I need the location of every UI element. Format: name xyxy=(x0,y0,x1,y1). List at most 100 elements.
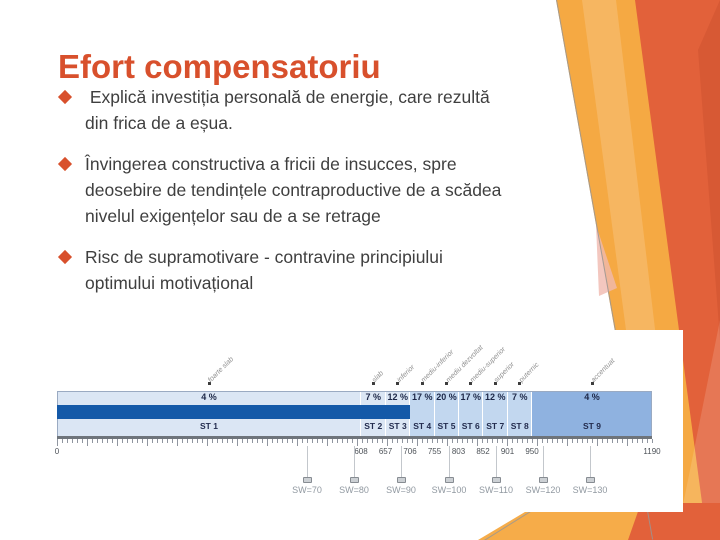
axis-tick xyxy=(127,439,128,443)
category-marker-dot xyxy=(207,382,211,385)
axis-tick xyxy=(457,439,458,443)
axis-tick xyxy=(437,439,438,443)
axis-tick xyxy=(487,439,488,443)
stanine-label: ST 5 xyxy=(437,421,456,431)
bullet-item-3: Risc de supramotivare - contravine princ… xyxy=(57,244,501,296)
category-label: accentuat xyxy=(590,357,617,384)
axis-tick xyxy=(87,439,88,446)
percent-label: 12 % xyxy=(484,392,506,402)
bullet-diamond-icon xyxy=(57,156,73,172)
sw-leader-line xyxy=(543,446,544,477)
axis-tick xyxy=(527,439,528,443)
axis-tick xyxy=(157,439,158,443)
axis-tick xyxy=(612,439,613,443)
axis-tick xyxy=(227,439,228,443)
axis-tick xyxy=(172,439,173,443)
stanine-label: ST 9 xyxy=(583,421,601,431)
axis-tick xyxy=(492,439,493,443)
axis-tick xyxy=(332,439,333,443)
axis-value: 657 xyxy=(378,447,393,456)
bullet-text-line: Explică investiția personală de energie,… xyxy=(85,87,490,107)
axis-tick xyxy=(557,439,558,443)
axis-tick xyxy=(192,439,193,443)
axis-tick xyxy=(452,439,453,443)
score-bar xyxy=(57,405,410,419)
percent-label: 17 % xyxy=(411,392,433,402)
category-marker-dot xyxy=(518,382,522,385)
stanine-label: ST 1 xyxy=(200,421,218,431)
axis-value: 1190 xyxy=(643,447,661,456)
axis-tick xyxy=(107,439,108,443)
bullet-item-1: Explică investiția personală de energie,… xyxy=(57,84,501,136)
bullet-text: Explică investiția personală de energie,… xyxy=(85,84,490,136)
axis-tick xyxy=(412,439,413,443)
axis-tick xyxy=(602,439,603,443)
axis-tick xyxy=(327,439,328,446)
axis-tick xyxy=(137,439,138,443)
stanine-cell-8 xyxy=(507,391,532,437)
axis-tick xyxy=(477,439,478,446)
axis-tick xyxy=(507,439,508,446)
sw-label: SW=120 xyxy=(525,485,561,495)
percent-label: 4 % xyxy=(584,392,600,402)
axis-tick xyxy=(202,439,203,443)
category-marker-dot xyxy=(420,382,424,385)
axis-tick xyxy=(262,439,263,443)
stanine-label: ST 2 xyxy=(364,421,383,431)
axis-tick xyxy=(282,439,283,443)
axis-tick xyxy=(92,439,93,443)
axis-tick xyxy=(342,439,343,443)
bullet-text-line: deosebire de tendințele contraproductive… xyxy=(85,180,502,200)
category-marker-dot xyxy=(493,382,497,385)
bullet-list: Explică investiția personală de energie,… xyxy=(57,84,502,311)
category-label: inferior xyxy=(395,363,416,384)
axis-tick xyxy=(267,439,268,446)
sw-marker xyxy=(444,477,454,483)
axis-tick xyxy=(292,439,293,443)
axis-tick xyxy=(617,439,618,443)
sw-label: SW=130 xyxy=(572,485,608,495)
axis-tick xyxy=(607,439,608,443)
axis-tick xyxy=(62,439,63,443)
sw-leader-line xyxy=(496,446,497,477)
axis-tick xyxy=(632,439,633,443)
axis-tick xyxy=(442,439,443,443)
axis-tick xyxy=(562,439,563,443)
axis-tick xyxy=(142,439,143,443)
axis-tick xyxy=(277,439,278,443)
axis-tick xyxy=(407,439,408,443)
sw-leader-line xyxy=(401,446,402,477)
sw-leader-line xyxy=(590,446,591,477)
axis-tick xyxy=(532,439,533,443)
axis-tick xyxy=(432,439,433,443)
axis-tick xyxy=(382,439,383,443)
axis-tick xyxy=(357,439,358,446)
percent-label: 7 % xyxy=(365,392,381,402)
axis-tick xyxy=(367,439,368,443)
axis-tick xyxy=(187,439,188,443)
axis-tick xyxy=(297,439,298,446)
axis-tick xyxy=(582,439,583,443)
axis-value: 852 xyxy=(476,447,490,456)
axis-tick xyxy=(337,439,338,443)
category-label: foarte slab xyxy=(207,355,236,384)
axis-tick xyxy=(287,439,288,443)
axis-tick xyxy=(317,439,318,443)
axis-tick xyxy=(322,439,323,443)
bullet-text-line: din frica de a eșua. xyxy=(85,113,233,133)
percent-label: 20 % xyxy=(436,392,457,402)
bullet-text-line: optimului motivațional xyxy=(85,273,254,293)
sw-marker xyxy=(396,477,406,483)
axis-tick xyxy=(577,439,578,443)
axis-tick xyxy=(247,439,248,443)
axis-tick xyxy=(72,439,73,443)
percent-label: 17 % xyxy=(460,392,481,402)
axis-tick xyxy=(472,439,473,443)
stanine-cell-5 xyxy=(434,391,459,437)
axis-tick xyxy=(422,439,423,443)
category-marker-dot xyxy=(396,382,400,385)
bullet-text-line: nivelul exigențelor sau de a se retrage xyxy=(85,206,381,226)
percent-label: 7 % xyxy=(511,392,528,402)
axis-tick xyxy=(377,439,378,443)
